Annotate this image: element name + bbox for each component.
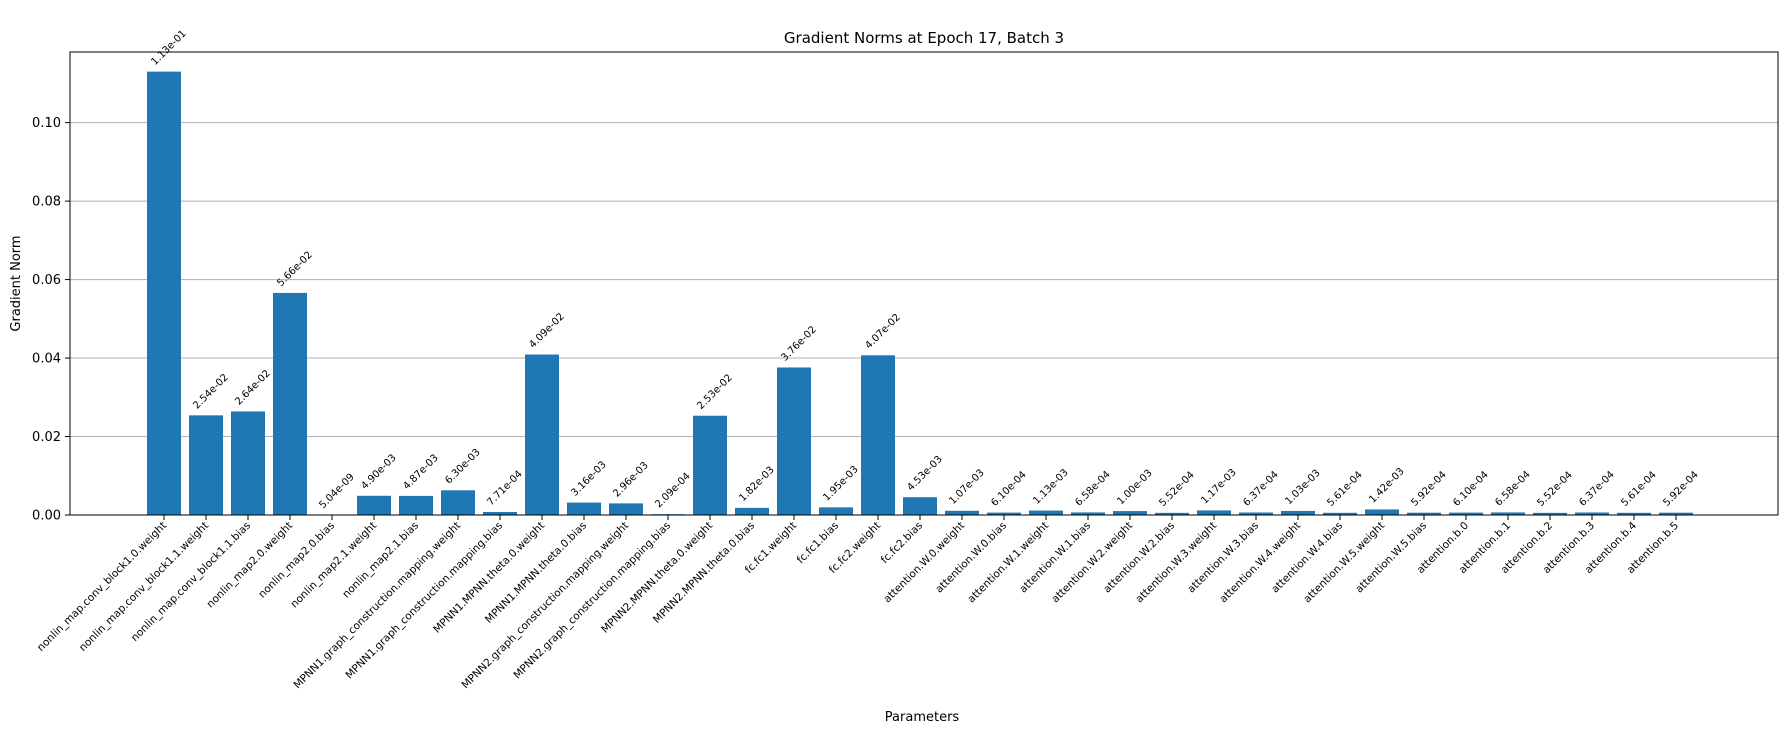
bars [147,71,1693,515]
bar [861,355,895,515]
bar [1029,510,1063,515]
bar [777,367,811,515]
bar [1155,512,1189,515]
bar [567,502,601,515]
bar [819,507,853,515]
bar [1281,510,1315,515]
bar [483,511,517,515]
axes-frame [69,51,1779,516]
y-tick-label: 0.08 [32,195,61,210]
bar [1113,511,1147,515]
bar [189,415,223,515]
y-tick-label: 0.10 [32,116,61,131]
bar [273,292,307,515]
bar [1575,512,1609,515]
y-tick-label: 0.06 [32,273,61,288]
bar [1659,512,1693,515]
bar [945,510,979,515]
bar [1239,512,1273,515]
bar [693,415,727,515]
chart-title: Gradient Norms at Epoch 17, Batch 3 [784,29,1064,47]
bar [1407,512,1441,515]
bar [399,495,433,515]
y-tick-label: 0.02 [32,430,61,445]
bar [1197,510,1231,515]
bar [1323,512,1357,515]
y-tick-label: 0.00 [32,509,61,524]
bar [903,497,937,515]
bar [1491,512,1525,515]
bar [441,490,475,515]
bar [231,411,265,515]
bar [147,71,181,515]
bar [1449,512,1483,515]
bar [987,512,1021,515]
bar [525,354,559,515]
bar [609,503,643,515]
x-axis-label: Parameters [885,710,960,725]
bar [1617,512,1651,515]
y-axis-label: Gradient Norm [9,235,24,331]
gridlines [70,122,1778,438]
bar [1533,512,1567,515]
bar [1365,509,1399,515]
bar [1071,512,1105,515]
bar [357,495,391,515]
y-tick-label: 0.04 [32,352,61,367]
bar [735,507,769,515]
y-axis-ticks: 0.00 0.02 0.04 0.06 0.08 0.10 [32,116,70,524]
